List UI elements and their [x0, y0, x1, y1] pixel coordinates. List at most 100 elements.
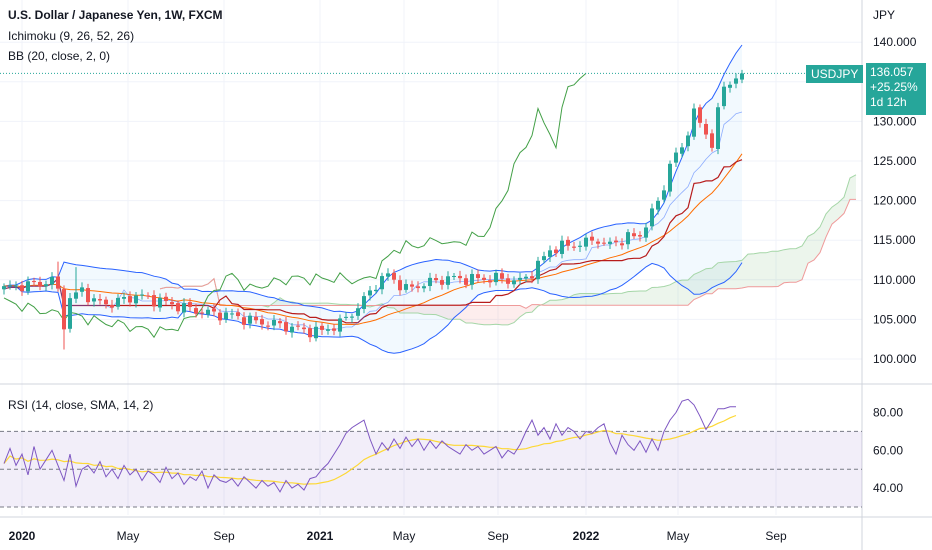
- candle-body: [608, 241, 612, 244]
- indicator-lines: [0, 44, 862, 354]
- cloud-segment: [760, 252, 766, 287]
- cloud-segment: [280, 297, 286, 306]
- bb-lower: [3, 262, 743, 354]
- cloud-segment: [754, 252, 760, 287]
- candle-body: [80, 287, 84, 292]
- candle-body: [152, 295, 156, 307]
- time-tick-label: Sep: [487, 529, 509, 543]
- candle-body: [344, 316, 348, 318]
- candle-body: [590, 236, 594, 241]
- cloud-segment: [508, 305, 514, 325]
- candle-body: [740, 73, 744, 80]
- candle-body: [482, 277, 486, 280]
- cloud-segment: [796, 246, 802, 283]
- candle-body: [230, 313, 234, 315]
- candle-body: [146, 295, 150, 297]
- cloud-segment: [472, 305, 478, 324]
- candle-body: [350, 316, 354, 318]
- candle-body: [338, 318, 342, 332]
- candle-body: [140, 294, 144, 296]
- rsi-pane: 40.00 60.00 80.00: [0, 398, 903, 508]
- cloud-segment: [502, 305, 508, 325]
- cloud-segment: [724, 261, 730, 289]
- cloud-segment: [850, 174, 856, 200]
- candle-body: [554, 249, 558, 254]
- candle-body: [428, 277, 432, 287]
- candle-body: [656, 200, 660, 210]
- candle-body: [614, 240, 618, 243]
- candle-body: [56, 276, 60, 289]
- candle-body: [620, 243, 624, 246]
- candle-body: [332, 328, 336, 331]
- cloud-segment: [550, 300, 556, 306]
- bollinger-fill: [4, 45, 742, 354]
- time-tick-label: 2020: [9, 529, 36, 543]
- cloud-segment: [676, 280, 682, 306]
- candle-body: [452, 275, 456, 277]
- cloud-segment: [742, 254, 748, 288]
- candle-body: [170, 302, 174, 305]
- candle-body: [362, 296, 366, 309]
- cloud-segment: [520, 305, 526, 317]
- candle-body: [158, 297, 162, 308]
- candle-body: [728, 84, 732, 88]
- candle-body: [506, 278, 510, 284]
- legend-rsi[interactable]: RSI (14, close, SMA, 14, 2): [8, 398, 154, 412]
- cloud-segment: [466, 305, 472, 323]
- candle-body: [596, 241, 600, 244]
- candle-body: [692, 108, 696, 137]
- candle-body: [212, 308, 216, 312]
- cloud-segment: [772, 251, 778, 287]
- cloud-segment: [418, 305, 424, 315]
- candle-body: [476, 274, 480, 279]
- rsi-tick-label: 60.00: [873, 443, 903, 457]
- candle-body: [536, 260, 540, 280]
- cloud-segment: [838, 197, 844, 220]
- legend-ichimoku[interactable]: Ichimoku (9, 26, 52, 26): [8, 29, 135, 43]
- cloud-segment: [610, 293, 616, 306]
- candle-body: [392, 272, 396, 280]
- candle-body: [374, 289, 378, 292]
- candle-body: [602, 242, 606, 244]
- candle-body: [644, 227, 648, 238]
- cloud-segment: [832, 202, 838, 225]
- candle-body: [254, 316, 258, 321]
- cloud-segment: [802, 236, 808, 280]
- candle-body: [398, 280, 402, 291]
- legend-symbol[interactable]: U.S. Dollar / Japanese Yen, 1W, FXCM: [8, 8, 223, 22]
- candle-body: [242, 317, 246, 325]
- candle-body: [722, 86, 726, 107]
- candlestick-series: [2, 69, 744, 350]
- price-tick-label: 110.000: [873, 273, 916, 287]
- candle-body: [326, 329, 330, 331]
- leading-span-b: [159, 198, 856, 309]
- cloud-segment: [598, 293, 604, 306]
- cloud-segment: [790, 248, 796, 283]
- candle-body: [524, 276, 528, 279]
- candle-body: [68, 298, 72, 329]
- cloud-segment: [430, 305, 436, 315]
- cloud-segment: [442, 305, 448, 320]
- time-tick-label: Sep: [765, 529, 787, 543]
- candle-body: [62, 289, 66, 330]
- candle-body: [74, 292, 78, 299]
- candle-body: [182, 303, 186, 313]
- price-tick-label: 105.000: [873, 312, 917, 326]
- price-tick-label: 100.000: [873, 352, 917, 366]
- cloud-segment: [766, 251, 772, 287]
- cloud-segment: [706, 268, 712, 294]
- rsi-line: [3, 398, 736, 493]
- cloud-segment: [844, 178, 850, 214]
- legend-bb[interactable]: BB (20, close, 2, 0): [8, 49, 111, 63]
- candle-body: [296, 325, 300, 327]
- candle-body: [104, 299, 108, 305]
- candle-body: [494, 272, 498, 283]
- time-tick-label: May: [393, 529, 416, 543]
- candle-body: [32, 281, 36, 283]
- ichimoku-base-line: [3, 159, 743, 324]
- candle-body: [566, 239, 570, 246]
- candle-body: [248, 315, 252, 324]
- bb-upper: [3, 44, 743, 314]
- candle-body: [458, 275, 462, 279]
